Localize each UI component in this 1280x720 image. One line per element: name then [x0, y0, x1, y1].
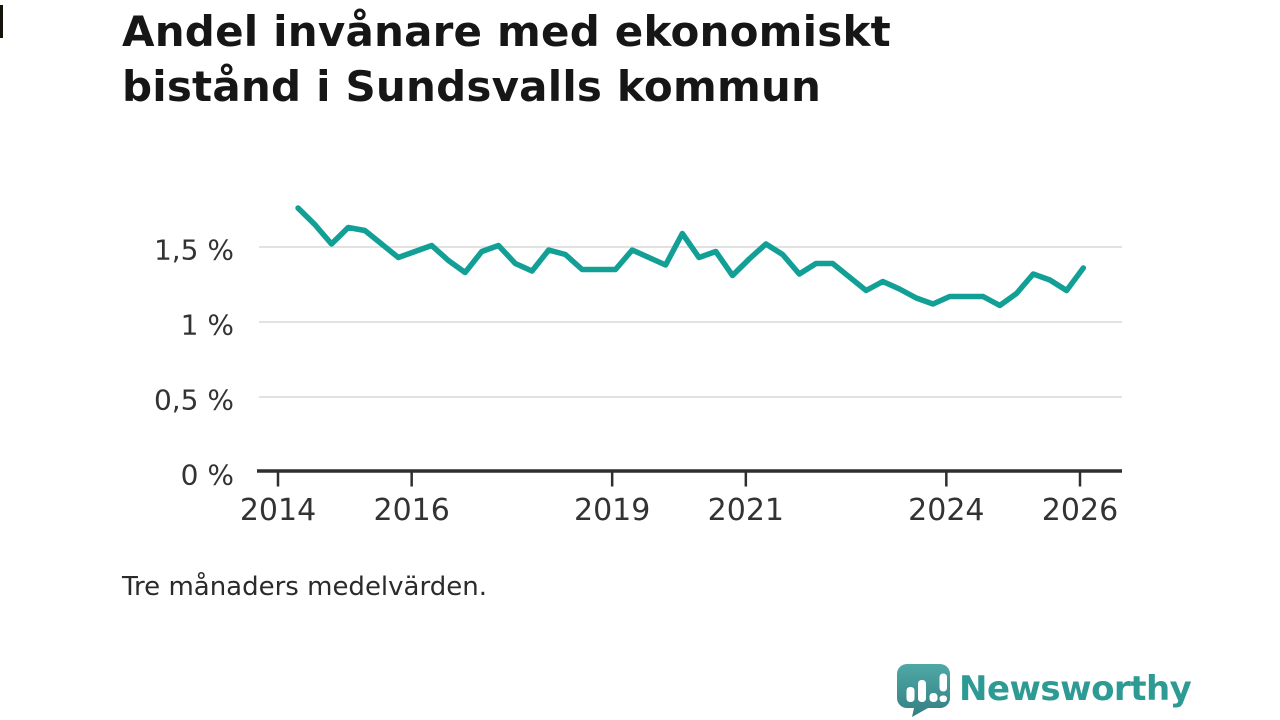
bar-icon-2 — [918, 680, 926, 702]
y-axis-label: 0 % — [180, 458, 234, 492]
x-axis-label: 2019 — [573, 493, 651, 528]
exclamation-dot-icon — [939, 695, 947, 702]
chart-title-line2: bistånd i Sundsvalls kommun — [122, 62, 822, 111]
exclamation-bar-icon — [939, 673, 947, 692]
data-line — [295, 205, 1087, 309]
left-edge-mark — [0, 5, 3, 38]
x-axis-label: 2014 — [239, 493, 317, 528]
bar-icon-3 — [929, 693, 938, 702]
bar-icon-1 — [906, 687, 915, 702]
y-axis-label: 1 % — [180, 308, 234, 342]
x-axis-label: 2024 — [908, 493, 985, 528]
x-axis-label: 2026 — [1041, 493, 1119, 528]
chart-title-line1: Andel invånare med ekonomiskt — [122, 7, 891, 56]
x-axis-label: 2021 — [707, 493, 785, 528]
footnote: Tre månaders medelvärden. — [122, 572, 487, 602]
newsworthy-logo-icon — [897, 664, 950, 717]
x-axis-label: 2016 — [373, 493, 450, 528]
brand-wordmark: Newsworthy — [959, 668, 1192, 709]
y-axis-label: 0,5 % — [153, 383, 234, 417]
chart-title: Andel invånare med ekonomiskt bistånd i S… — [122, 4, 891, 114]
y-axis-label: 1,5 % — [153, 233, 234, 267]
brand-logo: Newsworthy — [897, 664, 1192, 717]
